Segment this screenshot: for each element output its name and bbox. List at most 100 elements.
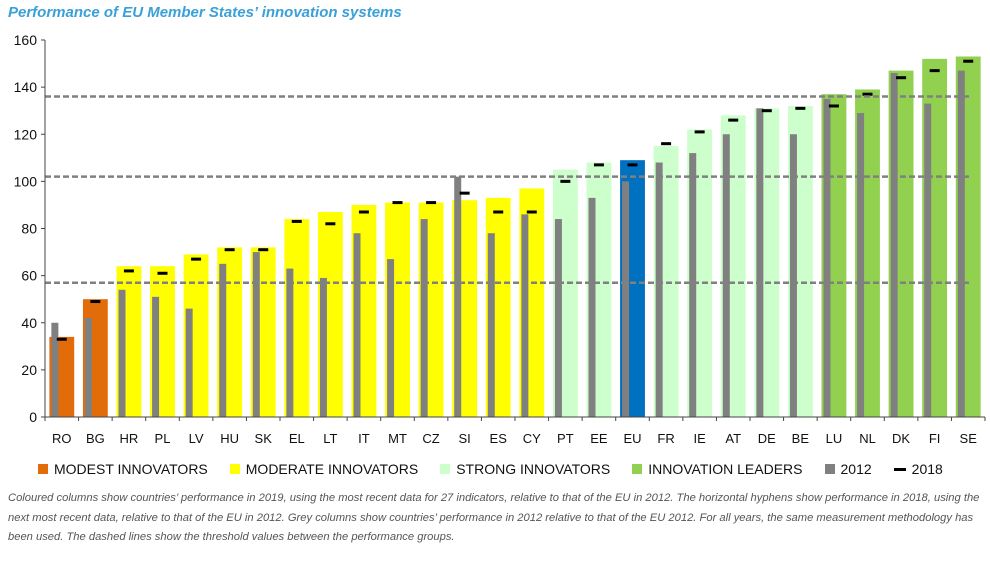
legend-swatch (632, 464, 643, 474)
marker-2018-be (795, 106, 806, 110)
marker-2018-bg (90, 300, 101, 304)
bar-2012-hu (219, 263, 227, 417)
y-tick-label: 80 (21, 221, 37, 237)
y-tick-label: 160 (14, 32, 38, 48)
bar-2012-ee (588, 197, 596, 417)
marker-2018-mt (392, 201, 403, 205)
x-tick-label: IT (358, 431, 370, 446)
bar-2012-sk (252, 252, 260, 417)
legend-dash-icon (893, 467, 906, 471)
bar-2012-de (756, 108, 764, 418)
bar-2012-si (454, 176, 462, 417)
marker-2018-ee (593, 163, 604, 167)
marker-2018-it (358, 210, 369, 214)
bars-layer (49, 56, 981, 418)
x-tick-label: LT (323, 431, 337, 446)
legend-item: MODEST INNOVATORS (38, 461, 208, 477)
legend-item: MODERATE INNOVATORS (229, 461, 419, 477)
legend-swatch (229, 464, 240, 474)
bar-2012-hr (118, 289, 126, 417)
x-tick-label: FR (657, 431, 674, 446)
x-tick-label: SK (255, 431, 273, 446)
legend-item: STRONG INNOVATORS (440, 461, 610, 477)
legend-label: MODEST INNOVATORS (54, 461, 208, 477)
bar-2012-fr (655, 162, 663, 417)
y-tick-label: 60 (21, 268, 37, 284)
chart-caption: Coloured columns show countries’ perform… (8, 492, 980, 543)
bar-2012-lv (185, 308, 193, 417)
y-tick-label: 20 (21, 362, 37, 378)
bar-2012-pl (152, 296, 160, 417)
bar-2012-cy (521, 214, 529, 417)
x-tick-label: RO (52, 431, 72, 446)
marker-2018-cz (426, 201, 437, 205)
x-tick-label: HU (220, 431, 239, 446)
x-tick-label: MT (388, 431, 407, 446)
legend-item: 2012 (824, 461, 872, 477)
bar-2012-ie (689, 153, 697, 417)
x-tick-label: PT (557, 431, 574, 446)
bar-2012-it (353, 233, 361, 417)
marker-2018-se (963, 59, 974, 63)
marker-2018-nl (862, 92, 873, 96)
marker-2018-cy (526, 210, 537, 214)
x-tick-label: EE (590, 431, 608, 446)
legend-swatch (824, 464, 835, 474)
x-tick-label: PL (155, 431, 171, 446)
bar-2012-lt (319, 277, 327, 417)
legend-label: MODERATE INNOVATORS (245, 461, 419, 477)
bar-2012-fi (924, 103, 932, 418)
legend-item: INNOVATION LEADERS (632, 461, 803, 477)
marker-2018-el (291, 219, 302, 223)
x-tick-label: IE (693, 431, 706, 446)
x-tick-label: LV (189, 431, 204, 446)
y-tick-label: 120 (14, 126, 38, 142)
legend-label: STRONG INNOVATORS (456, 461, 611, 477)
bar-2012-cz (420, 219, 428, 417)
x-tick-label: EU (623, 431, 641, 446)
marker-2018-pl (157, 271, 168, 275)
legend-label: 2018 (911, 461, 943, 477)
chart-title: Performance of EU Member States’ innovat… (8, 4, 402, 21)
x-tick-label: CY (523, 431, 541, 446)
marker-2018-si (459, 191, 470, 195)
bar-2012-nl (857, 113, 865, 417)
marker-2018-lv (191, 257, 202, 261)
marker-2018-at (728, 118, 739, 122)
bar-2012-mt (387, 259, 395, 417)
x-tick-label: SI (458, 431, 470, 446)
x-tick-label: BG (86, 431, 105, 446)
axes-layer: RO BG HR PL LV HU SK EL LT IT MT CZ SI ES CY PT EE EU FR IE… (14, 32, 986, 446)
x-tick-label: HR (120, 431, 139, 446)
marker-2018-lt (325, 222, 336, 226)
marker-2018-eu (627, 163, 638, 167)
x-tick-label: SE (960, 431, 978, 446)
marker-2018-ie (694, 130, 705, 134)
y-tick-label: 140 (14, 79, 38, 95)
bar-2012-pt (554, 219, 562, 417)
x-tick-label: LU (826, 431, 843, 446)
marker-2018-es (493, 210, 504, 214)
legend-swatch (38, 464, 48, 474)
bar-2012-eu (622, 181, 630, 417)
bar-2012-el (286, 268, 294, 417)
legend: MODEST INNOVATORS MODERATE INNOVATORS STRO… (38, 461, 965, 477)
legend-label: INNOVATION LEADERS (648, 461, 803, 477)
x-tick-label: ES (490, 431, 508, 446)
marker-2018-pt (560, 179, 571, 183)
x-tick-label: CZ (422, 431, 439, 446)
x-tick-label: DK (892, 431, 910, 446)
bar-2012-at (722, 134, 730, 417)
bar-2012-ro (51, 322, 59, 417)
bar-chart: RO BG HR PL LV HU SK EL LT IT MT CZ SI ES CY PT EE EU FR IE… (14, 32, 986, 446)
marker-2018-ro (56, 337, 67, 341)
legend-item: 2018 (893, 461, 943, 477)
bar-2012-lu (823, 98, 831, 417)
bar-2012-es (487, 233, 495, 417)
marker-2018-sk (258, 248, 269, 252)
bar-2012-se (957, 70, 965, 417)
x-tick-label: AT (725, 431, 741, 446)
y-tick-label: 100 (14, 173, 38, 189)
x-tick-label: NL (859, 431, 876, 446)
marker-2018-fi (929, 69, 940, 73)
